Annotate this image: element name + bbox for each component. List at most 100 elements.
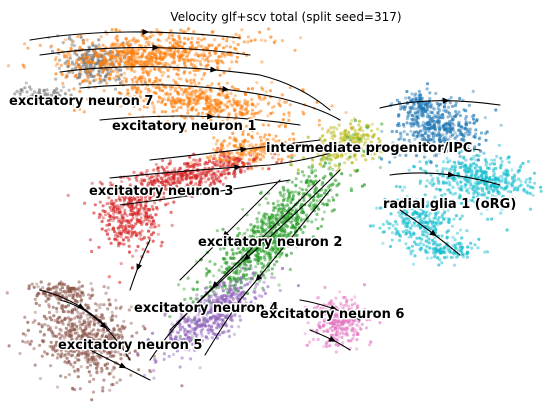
cell-point	[280, 39, 284, 43]
cell-point	[200, 53, 204, 57]
cell-point	[225, 39, 229, 43]
cell-point	[309, 201, 313, 205]
cell-point	[213, 110, 217, 114]
cell-point	[64, 75, 68, 80]
cell-point	[135, 88, 139, 92]
cell-point	[439, 247, 443, 251]
cell-point	[304, 188, 308, 192]
cell-point	[457, 186, 461, 190]
cell-point	[266, 201, 270, 205]
cell-point	[376, 127, 380, 131]
cell-point	[177, 85, 181, 89]
cell-point	[114, 27, 118, 32]
cell-point	[364, 158, 368, 162]
cell-point	[330, 104, 334, 108]
cell-point	[299, 227, 303, 231]
cell-point	[97, 38, 101, 42]
cell-point	[130, 78, 134, 82]
cell-point	[63, 92, 67, 96]
cell-point	[213, 38, 217, 42]
cell-point	[124, 79, 128, 84]
cell-point	[319, 157, 323, 161]
cell-point	[428, 211, 432, 215]
cell-point	[131, 56, 135, 60]
cell-point	[18, 92, 22, 96]
cell-point	[228, 281, 232, 285]
cell-point	[167, 354, 171, 358]
cell-point	[411, 249, 415, 253]
cell-point	[368, 224, 373, 228]
cell-point	[296, 171, 300, 175]
cell-point	[92, 79, 96, 83]
cell-point	[15, 89, 19, 93]
cell-point	[194, 108, 198, 112]
cell-point	[115, 238, 119, 242]
cell-point	[244, 106, 248, 111]
cell-point	[424, 248, 428, 252]
cell-point	[124, 230, 128, 234]
cell-point	[253, 295, 257, 299]
cell-point	[509, 182, 513, 186]
cell-point	[197, 44, 201, 48]
cell-point	[199, 63, 203, 67]
cell-point	[434, 243, 438, 247]
cell-point	[507, 160, 511, 164]
cell-point	[214, 142, 218, 146]
cell-point	[225, 92, 229, 96]
cell-point	[366, 137, 371, 141]
cell-point	[404, 231, 409, 235]
cell-point	[401, 230, 405, 234]
cell-point	[151, 175, 155, 179]
cell-point	[68, 35, 72, 39]
cell-point	[198, 179, 203, 183]
cell-point	[231, 97, 236, 101]
cell-point	[539, 185, 543, 189]
cell-point	[270, 275, 274, 279]
cell-point	[434, 227, 438, 232]
cell-point	[391, 224, 395, 228]
cell-point	[452, 263, 457, 267]
cell-point	[287, 118, 291, 122]
cell-point	[158, 61, 162, 65]
cell-point	[138, 59, 142, 63]
cell-point	[182, 42, 186, 46]
cell-point	[482, 170, 487, 175]
cell-point	[458, 241, 462, 245]
cell-point	[347, 130, 351, 134]
cell-point	[283, 204, 287, 208]
cell-point	[118, 49, 122, 54]
cell-point	[277, 208, 281, 212]
cell-point	[108, 205, 112, 210]
cell-point	[59, 89, 63, 93]
cell-point	[452, 160, 457, 164]
cell-point	[54, 72, 58, 76]
cell-point	[444, 167, 448, 171]
cell-point	[225, 253, 229, 257]
cell-point	[119, 73, 123, 77]
cell-point	[398, 185, 402, 189]
cell-point	[428, 181, 432, 185]
cell-point	[340, 172, 344, 176]
cell-point	[111, 69, 115, 73]
cell-point	[316, 226, 320, 231]
cell-point	[137, 198, 141, 202]
cell-point	[123, 47, 127, 52]
cell-point	[63, 54, 67, 58]
cell-point	[24, 81, 28, 85]
cell-point	[210, 59, 214, 63]
cell-point	[180, 356, 184, 360]
cell-point	[397, 238, 402, 243]
cell-point	[208, 280, 212, 284]
cell-point	[115, 231, 120, 235]
cell-point	[61, 81, 65, 85]
cell-point	[160, 240, 164, 244]
cell-point	[180, 50, 184, 54]
cell-point	[105, 32, 109, 36]
cell-point	[109, 241, 113, 245]
cell-point	[492, 188, 496, 192]
cell-point	[448, 183, 452, 187]
cell-point	[168, 161, 172, 165]
cell-point	[237, 34, 241, 38]
cell-point	[63, 38, 68, 42]
cell-point	[91, 61, 95, 65]
